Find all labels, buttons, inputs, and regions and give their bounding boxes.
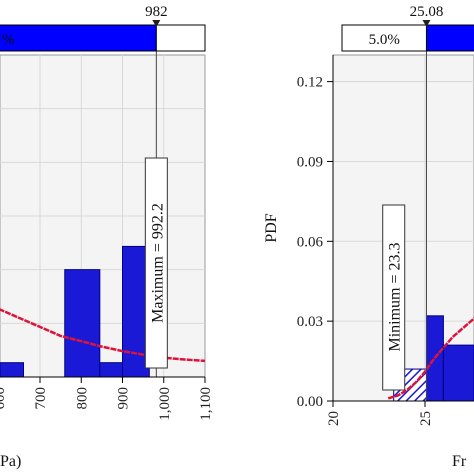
- left-x-tick-label: 1,100: [198, 387, 214, 421]
- right-annotation-box: [382, 204, 406, 391]
- right-percentile-label: 5.0%: [369, 32, 400, 48]
- left-percentile-remainder: [155, 24, 206, 52]
- right-axes: 0.00 0.03 0.06 0.09 0.12 20 25: [297, 55, 474, 426]
- left-percentile-label: %: [2, 32, 15, 48]
- right-x-axis-title: Fr: [452, 453, 467, 470]
- left-x-axis-title: Pa): [0, 453, 21, 470]
- right-chart-panel: 0.00 0.03 0.06 0.09 0.12 20 25 5.0% 25.08 Mini…: [263, 4, 474, 470]
- left-x-axis: 600 700 800 900 1,000 1,100: [0, 376, 214, 421]
- left-annotation-box: [144, 157, 168, 369]
- left-maximum-annotation: Maximum = 992.2: [144, 157, 168, 369]
- right-y-tick-label: 0.06: [297, 234, 324, 250]
- left-histogram-bar: [0, 362, 24, 378]
- right-histogram-bars: [393, 315, 474, 402]
- left-histogram-bar: [64, 269, 101, 378]
- left-x-tick-label: 700: [33, 387, 49, 410]
- left-x-tick-label: 900: [116, 387, 132, 410]
- left-annotation-label: Maximum = 992.2: [149, 203, 166, 323]
- right-histogram-bar: [442, 344, 474, 402]
- right-minimum-annotation: Minimum = 23.3: [382, 204, 406, 391]
- right-percentile-remainder: [341, 24, 427, 52]
- right-y-tick-label: 0.03: [297, 314, 323, 330]
- right-percentile-bar: 5.0% 25.08: [341, 4, 474, 52]
- right-marker-triangle-icon: [422, 20, 431, 27]
- left-x-tick-label: 600: [0, 387, 8, 410]
- right-x-tick-label: 20: [326, 411, 342, 426]
- left-percentile-band: [0, 24, 157, 52]
- left-marker-triangle-icon: [152, 20, 161, 27]
- right-marker-value: 25.08: [410, 4, 444, 20]
- right-x-tick-label: 25: [418, 411, 434, 426]
- left-x-tick-label: 800: [74, 387, 90, 410]
- left-chart-panel: 600 700 800 900 1,000 1,100 % 982 Maximum = 9…: [0, 4, 214, 470]
- right-fitted-curve: [387, 316, 474, 400]
- right-y-tick-label: 0.09: [297, 154, 323, 170]
- left-percentile-bar: % 982: [0, 4, 206, 52]
- left-gridlines: [0, 55, 205, 377]
- left-histogram-bar: [99, 362, 123, 378]
- right-percentile-band: [425, 24, 474, 52]
- left-fitted-curve: [0, 308, 206, 363]
- right-y-axis-title: PDF: [263, 213, 280, 242]
- right-y-tick-label: 0.00: [297, 394, 323, 410]
- left-marker-value: 982: [145, 4, 168, 20]
- left-x-tick-label: 1,000: [157, 387, 173, 421]
- right-annotation-label: Minimum = 23.3: [387, 242, 404, 351]
- right-y-tick-label: 0.12: [297, 75, 323, 91]
